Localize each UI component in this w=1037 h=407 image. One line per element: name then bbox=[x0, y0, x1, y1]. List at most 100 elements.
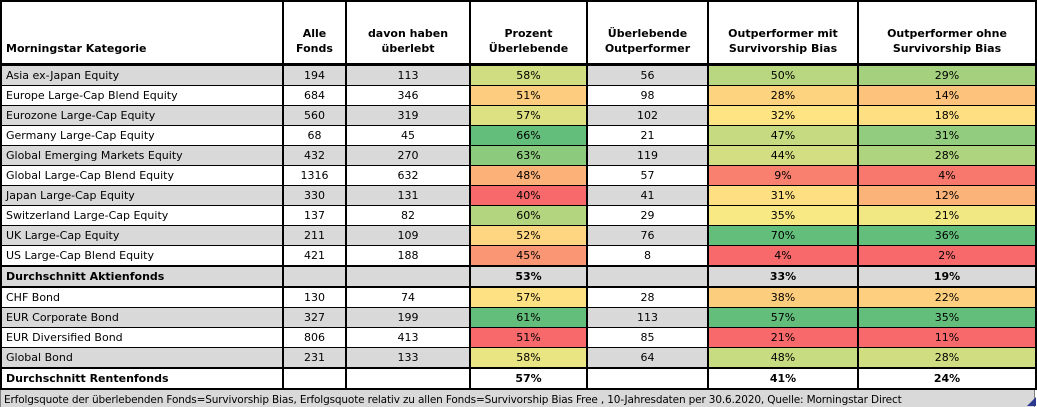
alle-fonds-cell: 806 bbox=[282, 327, 347, 348]
col-header-outperformer-ohne-bias: Outperformer ohne Survivorship Bias bbox=[857, 0, 1037, 66]
prozent-ueberlebende-cell: 52% bbox=[469, 225, 588, 246]
outperformer-ohne-bias-cell: 4% bbox=[857, 165, 1037, 186]
category-cell: US Large-Cap Blend Equity bbox=[0, 245, 284, 266]
outperformer-ohne-bias-cell: 11% bbox=[857, 327, 1037, 348]
prozent-ueberlebende-cell: 51% bbox=[469, 327, 588, 348]
alle-fonds-cell: 1316 bbox=[282, 165, 347, 186]
prozent-ueberlebende-cell: 57% bbox=[469, 105, 588, 126]
prozent-ueberlebende-cell: 45% bbox=[469, 245, 588, 266]
table-row: UK Large-Cap Equity 211 109 52% 76 70% 3… bbox=[0, 225, 1037, 246]
ueberlebende-outperformer-cell: 56 bbox=[586, 64, 709, 86]
outperformer-mit-bias-cell: 28% bbox=[707, 85, 859, 106]
alle-fonds-cell: 421 bbox=[282, 245, 347, 266]
alle-fonds-cell: 231 bbox=[282, 347, 347, 368]
ueberlebende-outperformer-cell bbox=[586, 265, 709, 288]
prozent-ueberlebende-cell: 63% bbox=[469, 145, 588, 166]
alle-fonds-cell: 432 bbox=[282, 145, 347, 166]
col-header-morningstar-kategorie: Morningstar Kategorie bbox=[0, 0, 284, 66]
ueberlebende-outperformer-cell: 98 bbox=[586, 85, 709, 106]
alle-fonds-cell: 330 bbox=[282, 185, 347, 206]
col-header-outperformer-mit-bias: Outperformer mit Survivorship Bias bbox=[707, 0, 859, 66]
ueberlebt-cell: 413 bbox=[345, 327, 471, 348]
header-row: Morningstar Kategorie Alle Fonds davon h… bbox=[0, 0, 1037, 66]
ueberlebende-outperformer-cell bbox=[586, 367, 709, 390]
outperformer-mit-bias-cell: 41% bbox=[707, 367, 859, 390]
outperformer-mit-bias-cell: 47% bbox=[707, 125, 859, 146]
outperformer-mit-bias-cell: 48% bbox=[707, 347, 859, 368]
prozent-ueberlebende-cell: 58% bbox=[469, 64, 588, 86]
outperformer-ohne-bias-cell: 22% bbox=[857, 286, 1037, 308]
ueberlebt-cell: 319 bbox=[345, 105, 471, 126]
ueberlebende-outperformer-cell: 119 bbox=[586, 145, 709, 166]
col-header-alle-fonds: Alle Fonds bbox=[282, 0, 347, 66]
outperformer-mit-bias-cell: 57% bbox=[707, 307, 859, 328]
outperformer-ohne-bias-cell: 24% bbox=[857, 367, 1037, 390]
outperformer-ohne-bias-cell: 29% bbox=[857, 64, 1037, 86]
category-cell: Global Bond bbox=[0, 347, 284, 368]
outperformer-ohne-bias-cell: 19% bbox=[857, 265, 1037, 288]
ueberlebt-cell bbox=[345, 367, 471, 390]
outperformer-ohne-bias-cell: 36% bbox=[857, 225, 1037, 246]
category-cell: Global Large-Cap Blend Equity bbox=[0, 165, 284, 186]
ueberlebt-cell: 82 bbox=[345, 205, 471, 226]
category-cell: Asia ex-Japan Equity bbox=[0, 64, 284, 86]
table-row: Eurozone Large-Cap Equity 560 319 57% 10… bbox=[0, 105, 1037, 126]
table-row: Germany Large-Cap Equity 68 45 66% 21 47… bbox=[0, 125, 1037, 146]
outperformer-ohne-bias-cell: 18% bbox=[857, 105, 1037, 126]
ueberlebende-outperformer-cell: 21 bbox=[586, 125, 709, 146]
ueberlebende-outperformer-cell: 29 bbox=[586, 205, 709, 226]
outperformer-mit-bias-cell: 50% bbox=[707, 64, 859, 86]
category-cell: UK Large-Cap Equity bbox=[0, 225, 284, 246]
alle-fonds-cell: 327 bbox=[282, 307, 347, 328]
alle-fonds-cell: 137 bbox=[282, 205, 347, 226]
table-row: Global Emerging Markets Equity 432 270 6… bbox=[0, 145, 1037, 166]
category-cell: Germany Large-Cap Equity bbox=[0, 125, 284, 146]
prozent-ueberlebende-cell: 51% bbox=[469, 85, 588, 106]
category-cell: EUR Diversified Bond bbox=[0, 327, 284, 348]
corner-marker-icon bbox=[1027, 397, 1036, 406]
outperformer-ohne-bias-cell: 28% bbox=[857, 347, 1037, 368]
outperformer-ohne-bias-cell: 35% bbox=[857, 307, 1037, 328]
outperformer-mit-bias-cell: 31% bbox=[707, 185, 859, 206]
prozent-ueberlebende-cell: 60% bbox=[469, 205, 588, 226]
ueberlebt-cell: 346 bbox=[345, 85, 471, 106]
alle-fonds-cell: 68 bbox=[282, 125, 347, 146]
prozent-ueberlebende-cell: 53% bbox=[469, 265, 588, 288]
ueberlebt-cell: 632 bbox=[345, 165, 471, 186]
ueberlebt-cell: 270 bbox=[345, 145, 471, 166]
results-table: Morningstar Kategorie Alle Fonds davon h… bbox=[0, 0, 1037, 390]
table-row: Europe Large-Cap Blend Equity 684 346 51… bbox=[0, 85, 1037, 106]
prozent-ueberlebende-cell: 58% bbox=[469, 347, 588, 368]
table-row: Asia ex-Japan Equity 194 113 58% 56 50% … bbox=[0, 64, 1037, 86]
ueberlebende-outperformer-cell: 113 bbox=[586, 307, 709, 328]
category-cell: EUR Corporate Bond bbox=[0, 307, 284, 328]
category-cell: Global Emerging Markets Equity bbox=[0, 145, 284, 166]
outperformer-mit-bias-cell: 32% bbox=[707, 105, 859, 126]
outperformer-ohne-bias-cell: 2% bbox=[857, 245, 1037, 266]
table-row: Global Large-Cap Blend Equity 1316 632 4… bbox=[0, 165, 1037, 186]
outperformer-mit-bias-cell: 33% bbox=[707, 265, 859, 288]
ueberlebt-cell: 133 bbox=[345, 347, 471, 368]
prozent-ueberlebende-cell: 40% bbox=[469, 185, 588, 206]
outperformer-mit-bias-cell: 9% bbox=[707, 165, 859, 186]
table-row: Switzerland Large-Cap Equity 137 82 60% … bbox=[0, 205, 1037, 226]
ueberlebende-outperformer-cell: 28 bbox=[586, 286, 709, 308]
table-row: EUR Diversified Bond 806 413 51% 85 21% … bbox=[0, 327, 1037, 348]
category-cell: Durchschnitt Aktienfonds bbox=[0, 265, 284, 288]
category-cell: Durchschnitt Rentenfonds bbox=[0, 367, 284, 390]
ueberlebt-cell: 109 bbox=[345, 225, 471, 246]
table-row: CHF Bond 130 74 57% 28 38% 22% bbox=[0, 286, 1037, 308]
table-row: Global Bond 231 133 58% 64 48% 28% bbox=[0, 347, 1037, 368]
ueberlebt-cell: 131 bbox=[345, 185, 471, 206]
category-cell: Switzerland Large-Cap Equity bbox=[0, 205, 284, 226]
prozent-ueberlebende-cell: 48% bbox=[469, 165, 588, 186]
ueberlebt-cell: 199 bbox=[345, 307, 471, 328]
alle-fonds-cell bbox=[282, 367, 347, 390]
table-body: Asia ex-Japan Equity 194 113 58% 56 50% … bbox=[0, 64, 1037, 390]
alle-fonds-cell bbox=[282, 265, 347, 288]
category-cell: CHF Bond bbox=[0, 286, 284, 308]
category-cell: Eurozone Large-Cap Equity bbox=[0, 105, 284, 126]
ueberlebt-cell: 113 bbox=[345, 64, 471, 86]
ueberlebende-outperformer-cell: 41 bbox=[586, 185, 709, 206]
outperformer-mit-bias-cell: 4% bbox=[707, 245, 859, 266]
